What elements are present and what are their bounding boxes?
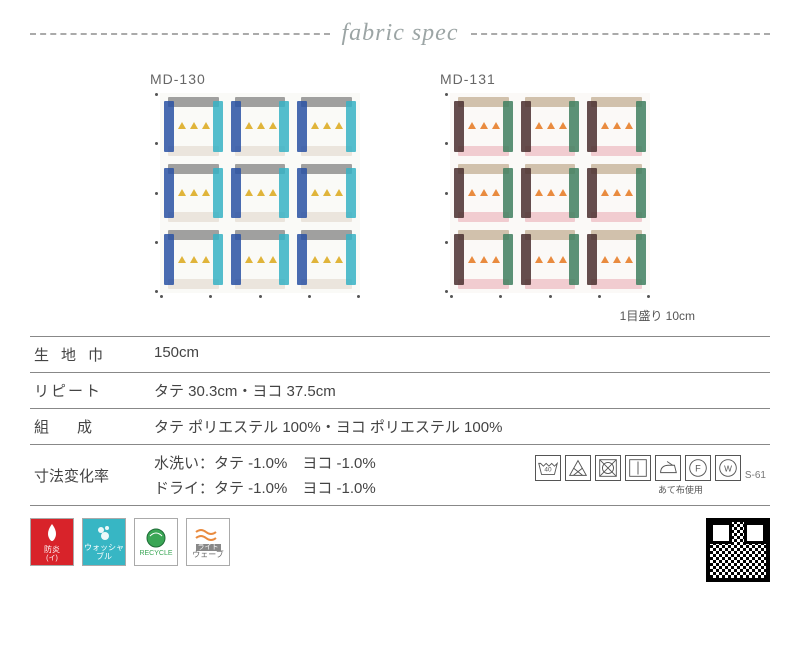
recycle-badge: RECYCLE	[134, 518, 178, 566]
scale-ticks-vertical	[440, 93, 450, 293]
tumble-dry-no-icon	[595, 455, 621, 481]
bleach-icon	[565, 455, 591, 481]
swatch-item: MD-130	[150, 71, 360, 301]
spec-row-shrinkage: 寸法変化率 水洗い：タテ -1.0% ヨコ -1.0% ドライ：タテ -1.0%…	[30, 445, 770, 506]
badge-label: RECYCLE	[139, 550, 172, 558]
iron-icon	[655, 455, 681, 481]
spec-value: 水洗い：タテ -1.0% ヨコ -1.0% ドライ：タテ -1.0% ヨコ -1…	[154, 452, 503, 498]
spec-label: リピート	[34, 380, 134, 401]
spec-label: 寸法変化率	[34, 465, 134, 486]
spec-label: 組成	[34, 416, 134, 437]
dashed-rule-left	[30, 33, 330, 35]
care-cloth-note: あて布使用	[658, 483, 703, 496]
scale-ticks-horizontal	[450, 295, 650, 301]
swatch-code: MD-131	[440, 71, 650, 87]
spec-label: 生地巾	[34, 344, 134, 365]
shrink-wash: 水洗い：タテ -1.0% ヨコ -1.0%	[154, 452, 503, 473]
shrink-dry: ドライ：タテ -1.0% ヨコ -1.0%	[154, 477, 503, 498]
svg-text:F: F	[695, 463, 701, 473]
spec-row-width: 生地巾 150cm	[30, 336, 770, 373]
fabric-swatch	[450, 93, 650, 293]
svg-text:40: 40	[544, 466, 552, 473]
dry-line-icon	[625, 455, 651, 481]
feature-badges: 防炎 (イ) ウォッシャブル RECYCLE ライト ウェーブ	[30, 518, 230, 566]
section-title-row: fabric spec	[30, 20, 770, 47]
spec-table: 生地巾 150cm リピート タテ 30.3cm・ヨコ 37.5cm 組成 タテ…	[30, 336, 770, 506]
care-block: 40 F W S-61 あて布使用	[535, 455, 766, 496]
swatch-with-ticks	[150, 93, 360, 293]
spec-value: 150cm	[154, 344, 766, 361]
dashed-rule-right	[471, 33, 771, 35]
care-icons: 40 F W S-61	[535, 455, 766, 481]
spec-value: タテ ポリエステル 100%・ヨコ ポリエステル 100%	[154, 416, 766, 437]
wash-40-icon: 40	[535, 455, 561, 481]
washable-badge: ウォッシャブル	[82, 518, 126, 566]
scale-ticks-horizontal	[160, 295, 360, 301]
badge-label: 防炎	[44, 546, 60, 555]
badge-label: ウェーブ	[192, 551, 224, 560]
section-title: fabric spec	[342, 20, 459, 47]
swatch-with-ticks	[440, 93, 650, 293]
fabric-swatch	[160, 93, 360, 293]
spec-value: タテ 30.3cm・ヨコ 37.5cm	[154, 380, 766, 401]
spec-row-composition: 組成 タテ ポリエステル 100%・ヨコ ポリエステル 100%	[30, 409, 770, 445]
svg-text:W: W	[724, 463, 732, 473]
footer-row: 防炎 (イ) ウォッシャブル RECYCLE ライト ウェーブ	[30, 518, 770, 582]
badge-label: ウォッシャブル	[83, 544, 125, 562]
swatch-item: MD-131	[440, 71, 650, 301]
wave-badge: ライト ウェーブ	[186, 518, 230, 566]
qr-code	[706, 518, 770, 582]
scale-ticks-vertical	[150, 93, 160, 293]
badge-sub: (イ)	[46, 555, 58, 563]
spec-row-repeat: リピート タテ 30.3cm・ヨコ 37.5cm	[30, 373, 770, 409]
scale-legend: 1目盛り 10cm	[30, 307, 770, 324]
swatch-row: MD-130 MD-131	[30, 71, 770, 301]
care-code: S-61	[745, 470, 766, 481]
fire-retardant-badge: 防炎 (イ)	[30, 518, 74, 566]
swatch-code: MD-130	[150, 71, 360, 87]
wetclean-w-icon: W	[715, 455, 741, 481]
dryclean-f-icon: F	[685, 455, 711, 481]
